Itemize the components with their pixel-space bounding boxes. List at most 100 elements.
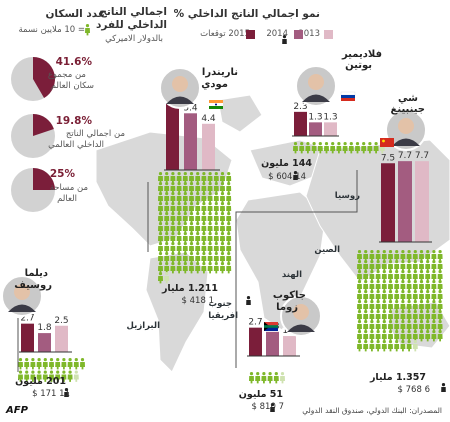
south-africa-leader-line2: زوما [276, 302, 298, 313]
population-figure [381, 290, 387, 302]
world-map [95, 94, 450, 373]
population-figure [363, 340, 369, 352]
russia-country-label: روسيا [334, 191, 360, 201]
pie-slice-share [33, 57, 55, 99]
growth-bar-2015 [249, 327, 262, 356]
population-figure [55, 358, 61, 370]
legend-2015-label: 2015 توقعات [200, 29, 250, 39]
population-figure [220, 262, 225, 274]
header-icons [64, 24, 446, 412]
population-figure [355, 142, 360, 154]
growth-value-2015: 2.7 [20, 314, 34, 324]
population-figure [431, 280, 437, 292]
gdp-per-capita-title-line1: اجمالي الناتج [99, 6, 167, 18]
population-figure [425, 280, 431, 292]
growth-bars: 2.31.31.37.57.77.76.45.44.42.72.31.92.71… [19, 93, 432, 357]
population-figure [412, 320, 418, 332]
population-figure [158, 182, 163, 194]
population-figure [330, 142, 336, 154]
population-figure [419, 260, 424, 272]
population-figure [176, 192, 182, 204]
population-figure [381, 250, 387, 262]
population-figure [220, 182, 225, 194]
population-figure [412, 330, 418, 342]
population-figure [61, 370, 67, 382]
population-figure [381, 310, 387, 322]
population-figure [201, 182, 207, 194]
china-country-label: الصين [314, 245, 340, 255]
population-figure [437, 280, 443, 292]
india-leader-line2: مودي [201, 79, 228, 90]
population-figure [357, 330, 362, 342]
population-figure [375, 320, 381, 332]
gdp-person-icon [441, 383, 446, 392]
population-figure [158, 252, 163, 264]
pie-slice-share [33, 114, 54, 136]
south-africa-country-line1: جنوب [208, 299, 232, 309]
population-figure [363, 270, 369, 282]
china-leader-portrait [385, 109, 427, 151]
population-figure [357, 310, 362, 322]
growth-bar-2014 [266, 331, 279, 356]
population-figure [357, 340, 362, 352]
population-figure [400, 300, 406, 312]
population-figure [419, 280, 424, 292]
population-figure [55, 370, 61, 382]
population-figure [182, 202, 188, 214]
population-figure [369, 290, 375, 302]
south-africa-figures [249, 372, 285, 384]
population-figure [293, 142, 298, 154]
population-figure [406, 330, 412, 342]
india-leader-portrait [159, 67, 201, 109]
population-figure [425, 290, 431, 302]
population-figure-partial [164, 272, 170, 284]
asia-shape [305, 139, 450, 283]
population-figure [201, 222, 207, 234]
population-figure [226, 172, 232, 184]
population-figure [213, 252, 219, 264]
population-figure [367, 142, 373, 154]
brazil-gdp-per-capita: 11 171 $ [32, 389, 70, 399]
population-figure [226, 232, 232, 244]
gdp-person-icon [246, 296, 251, 305]
population-figure [213, 232, 219, 244]
population-figure [201, 202, 207, 214]
population-figure [400, 280, 406, 292]
world-share-pie [11, 57, 55, 101]
population-figure [207, 212, 213, 224]
population-figure [164, 222, 170, 234]
population-figure [189, 222, 194, 234]
population-figure [412, 260, 418, 272]
population-figure [249, 372, 254, 384]
brazil-figures [18, 358, 85, 382]
china-leader-line1: شي [398, 93, 418, 104]
population-figure [357, 300, 362, 312]
population-figure [170, 252, 176, 264]
population-figure [42, 370, 48, 382]
growth-bar-2014 [38, 333, 51, 352]
population-figure [437, 310, 443, 322]
population-figure [164, 192, 170, 204]
population-figure [381, 300, 387, 312]
population-figure [220, 202, 225, 214]
population-figure [431, 320, 437, 332]
population-figure [49, 358, 54, 370]
population-figure [213, 242, 219, 254]
population-figure [189, 262, 194, 274]
country-flags [209, 91, 394, 331]
population-figure [220, 172, 225, 184]
growth-value-2014: 1.8 [37, 323, 52, 333]
population-figure [369, 260, 375, 272]
legend-swatch-2015 [246, 30, 255, 39]
population-figure [195, 232, 201, 244]
population-figure [195, 172, 201, 184]
brazil-country-label: البرازيل [126, 321, 160, 331]
russia-growth-bars: 2.31.3 1.3 [292, 102, 339, 137]
russia-leader-line1: فلاديمير [341, 49, 382, 60]
gdp-per-capita-title-line2: الداخلي للفرد [95, 19, 167, 31]
growth-bar-2013 [283, 336, 296, 356]
south-africa-population: 51 مليون [238, 389, 283, 400]
population-figure [164, 212, 170, 224]
population-figure [381, 260, 387, 272]
